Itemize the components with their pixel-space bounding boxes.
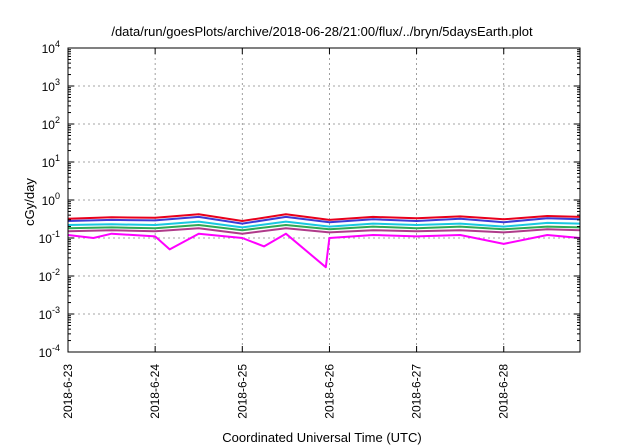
y-axis-label: cGy/day xyxy=(22,178,37,226)
series-line xyxy=(67,220,581,229)
x-axis-ticks: 2018-6-23 2018-6-24 2018-6-25 2018-6-26 2018… xyxy=(61,48,511,419)
x-tick-label: 2018-6-28 xyxy=(497,364,511,419)
series-layer xyxy=(67,213,581,269)
series-line xyxy=(67,213,581,222)
y-tick-label: 100 xyxy=(42,191,60,208)
y-tick-label: 102 xyxy=(42,115,60,132)
series-line xyxy=(67,224,581,232)
x-tick-label: 2018-6-24 xyxy=(148,364,162,419)
grid xyxy=(67,47,580,353)
y-tick-label: 103 xyxy=(42,77,60,94)
y-tick-label: 10-3 xyxy=(39,305,60,322)
x-axis-label: Coordinated Universal Time (UTC) xyxy=(222,430,421,445)
x-tick-label: 2018-6-26 xyxy=(322,364,336,419)
series-line xyxy=(67,232,581,269)
y-tick-label: 10-4 xyxy=(39,343,60,360)
x-tick-label: 2018-6-23 xyxy=(61,364,75,419)
x-tick-label: 2018-6-27 xyxy=(410,364,424,419)
y-tick-label: 104 xyxy=(42,39,60,56)
y-tick-label: 101 xyxy=(42,153,60,170)
series-line xyxy=(67,215,581,225)
y-tick-label: 10-1 xyxy=(39,229,60,246)
x-tick-label: 2018-6-25 xyxy=(235,364,249,419)
y-axis-ticks: 10-4 10-3 10-2 10-1 100 101 102 103 104 xyxy=(39,39,580,360)
y-tick-label: 10-2 xyxy=(39,267,60,284)
series-line xyxy=(67,227,581,235)
chart-title: /data/run/goesPlots/archive/2018-06-28/2… xyxy=(111,24,533,39)
